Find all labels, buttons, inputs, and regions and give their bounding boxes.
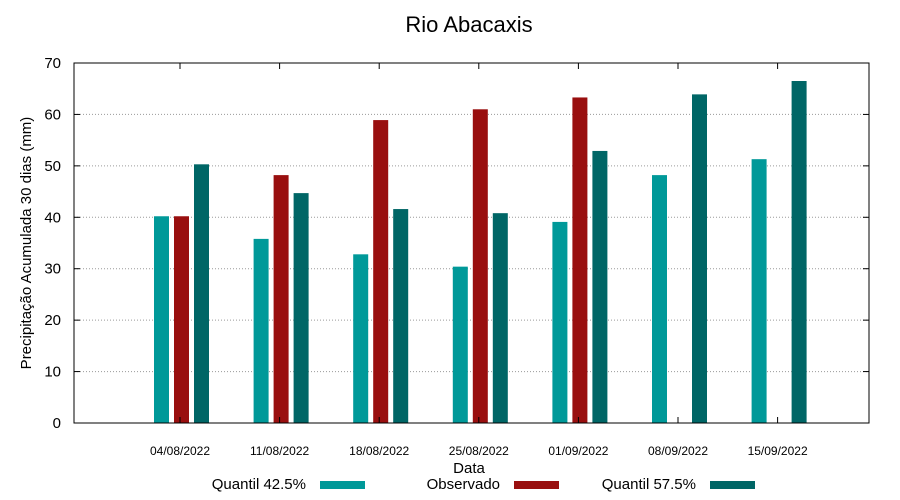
x-tick-label: 01/09/2022 <box>548 444 608 458</box>
bar-quantil-42-5- <box>652 175 667 423</box>
legend-label: Observado <box>427 476 500 493</box>
plot-frame <box>73 62 870 424</box>
x-axis-ticks: 04/08/2022 11/08/2022 18/08/2022 25/08/2022… <box>150 63 808 458</box>
y-tick-label: 10 <box>44 364 61 381</box>
bar-quantil-57-5- <box>293 193 309 423</box>
bar-observado <box>572 97 588 423</box>
legend-label: Quantil 42.5% <box>212 476 306 493</box>
legend-swatch <box>710 481 755 489</box>
x-tick-label: 08/09/2022 <box>648 444 708 458</box>
y-tick-label: 50 <box>44 158 61 175</box>
bar-observado <box>472 109 488 424</box>
bar-observado <box>273 175 289 423</box>
y-tick-label: 30 <box>44 261 61 278</box>
bar-quantil-42-5- <box>154 216 169 423</box>
grid-lines <box>74 113 869 373</box>
x-tick-label: 18/08/2022 <box>349 444 409 458</box>
bar-quantil-57-5- <box>393 209 409 423</box>
x-tick-label: 11/08/2022 <box>250 444 309 458</box>
y-tick-label: 20 <box>44 312 61 329</box>
bar-quantil-42-5- <box>253 238 269 423</box>
x-axis-label: Data <box>453 460 485 477</box>
bar-quantil-42-5- <box>452 266 468 423</box>
y-tick-label: 70 <box>44 55 61 72</box>
bar-observado <box>373 120 389 423</box>
legend-label: Quantil 57.5% <box>602 476 696 493</box>
x-tick-label: 15/09/2022 <box>748 444 808 458</box>
bar-quantil-57-5- <box>492 213 508 423</box>
legend-swatch <box>514 481 559 489</box>
bar-quantil-42-5- <box>353 254 369 423</box>
y-axis-ticks: 0 10 20 30 40 50 60 70 <box>44 55 869 432</box>
legend-swatch <box>320 481 365 489</box>
bar-quantil-42-5- <box>552 221 568 423</box>
bar-quantil-57-5- <box>194 164 209 424</box>
y-tick-label: 0 <box>53 415 61 432</box>
legend: Quantil 42.5% Observado Quantil 57.5% <box>212 476 755 493</box>
bar-observado <box>174 216 189 423</box>
y-tick-label: 40 <box>44 209 61 226</box>
bar-quantil-57-5- <box>791 81 807 423</box>
bar-quantil-57-5- <box>692 94 707 423</box>
chart-title: Rio Abacaxis <box>405 12 532 37</box>
bars <box>154 81 807 424</box>
x-tick-label: 25/08/2022 <box>449 444 509 458</box>
bar-quantil-42-5- <box>751 159 767 423</box>
x-tick-label: 04/08/2022 <box>150 444 210 458</box>
y-tick-label: 60 <box>44 106 61 123</box>
bar-quantil-57-5- <box>592 150 608 423</box>
y-axis-label: Precipitação Acumulada 30 dias (mm) <box>18 117 35 370</box>
